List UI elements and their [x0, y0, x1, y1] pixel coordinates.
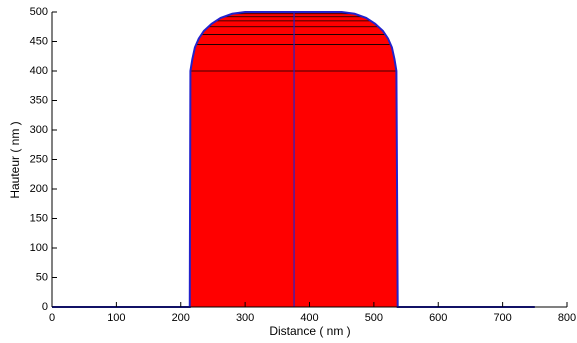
y-tick-label: 300 — [30, 124, 48, 136]
y-tick-label: 450 — [30, 35, 48, 47]
x-tick-label: 100 — [107, 312, 125, 324]
y-tick-label: 200 — [30, 183, 48, 195]
x-axis-label: Distance ( nm ) — [269, 324, 350, 338]
y-tick-label: 0 — [42, 301, 48, 313]
x-tick-label: 500 — [365, 312, 383, 324]
y-tick-label: 250 — [30, 153, 48, 165]
x-tick-label: 0 — [49, 312, 55, 324]
x-tick-label: 300 — [236, 312, 254, 324]
x-tick-label: 400 — [300, 312, 318, 324]
y-tick-label: 400 — [30, 65, 48, 77]
x-tick-label: 700 — [493, 312, 511, 324]
y-tick-label: 100 — [30, 242, 48, 254]
x-tick-label: 800 — [558, 312, 576, 324]
y-tick-label: 500 — [30, 6, 48, 18]
area-fill — [52, 12, 535, 307]
profile-line — [52, 11, 535, 308]
x-tick-label: 600 — [429, 312, 447, 324]
y-axis-label: Hauteur ( nm ) — [8, 121, 22, 198]
y-tick-label: 150 — [30, 212, 48, 224]
y-tick-label: 350 — [30, 94, 48, 106]
y-tick-label: 50 — [36, 271, 48, 283]
x-tick-label: 200 — [172, 312, 190, 324]
